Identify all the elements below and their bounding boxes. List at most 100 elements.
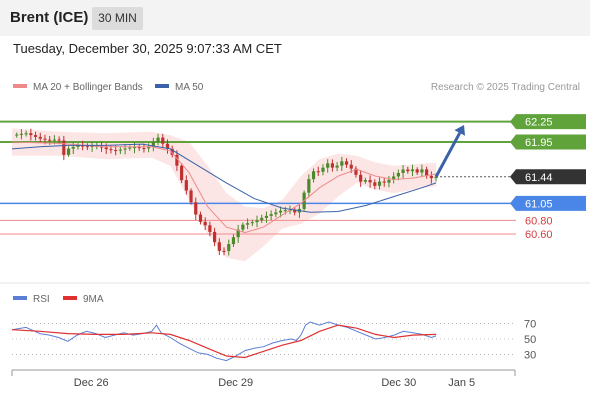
candle-body-75 <box>368 180 372 183</box>
candle-body-89 <box>434 176 438 179</box>
forecast-arrow-head <box>454 125 466 136</box>
rsi-ma-line <box>11 324 437 359</box>
candle-body-68 <box>335 165 339 168</box>
x-tick-label-dec-30: Dec 30 <box>381 377 416 389</box>
candle-body-16 <box>90 145 94 147</box>
candle-body-43 <box>217 242 221 251</box>
main-legend: MA 20 + Bollinger Bands MA 50 <box>13 82 204 93</box>
candle-body-2 <box>24 133 28 135</box>
x-tick-label-dec-29: Dec 29 <box>218 377 253 389</box>
candle-body-67 <box>330 163 335 168</box>
candle-body-22 <box>118 149 122 151</box>
candle-body-45 <box>227 244 231 251</box>
level-tag-62.25 <box>510 114 586 130</box>
rsi-legend-swatch-1 <box>63 296 77 300</box>
ma50-line <box>11 143 437 213</box>
rsi-legend-label-0: RSI <box>33 294 50 305</box>
candle-body-47 <box>236 229 240 238</box>
level-tag-61.95 <box>510 134 586 150</box>
rsi-legend-label-1: 9MA <box>83 294 104 305</box>
moving-averages <box>11 141 437 234</box>
candle-body-41 <box>208 225 212 232</box>
timeframe-badge[interactable]: 30 MIN <box>92 7 143 30</box>
instrument-title: Brent (ICE) <box>10 9 89 26</box>
candle-body-3 <box>29 133 33 136</box>
candle-body-11 <box>66 148 71 155</box>
candle-body-38 <box>194 202 198 215</box>
candle-body-1 <box>19 133 24 135</box>
candle-body-50 <box>250 222 254 224</box>
candle-body-49 <box>245 223 250 225</box>
level-label-61.05: 61.05 <box>525 198 553 210</box>
rsi-line <box>11 321 437 362</box>
candle-body-44 <box>222 250 226 252</box>
candle-body-15 <box>85 146 89 148</box>
candle-body-79 <box>387 179 391 183</box>
level-label-60.80: 60.80 <box>525 215 553 227</box>
candle-body-20 <box>109 149 113 151</box>
price-candles <box>15 128 438 256</box>
chart-credit: Research © 2025 Trading Central <box>431 82 580 93</box>
candle-body-34 <box>175 154 179 166</box>
candle-body-77 <box>377 181 382 186</box>
candle-body-69 <box>340 161 344 166</box>
candle-body-85 <box>415 169 419 173</box>
candle-body-0 <box>15 134 19 136</box>
legend-swatch-1 <box>155 84 169 88</box>
level-label-61.44: 61.44 <box>525 172 553 184</box>
candle-body-10 <box>62 140 66 155</box>
candle-body-88 <box>429 175 433 179</box>
candle-body-21 <box>114 150 118 152</box>
candle-body-33 <box>170 148 174 155</box>
candle-body-6 <box>43 138 47 140</box>
candle-body-66 <box>326 163 330 168</box>
level-labels: 62.25 61.95 61.44 61.05 60.80 60.60 <box>510 114 586 241</box>
candle-body-37 <box>189 190 193 203</box>
candle-body-78 <box>382 181 386 183</box>
rsi-tick-70: 70 <box>524 319 536 331</box>
candle-body-26 <box>137 147 141 149</box>
rsi-panel: 70 50 30 <box>11 319 536 362</box>
candle-body-46 <box>231 237 236 245</box>
candle-body-86 <box>420 169 424 173</box>
candle-body-57 <box>283 210 287 212</box>
candle-body-12 <box>71 146 75 149</box>
candle-body-31 <box>161 137 165 144</box>
candle-body-14 <box>81 145 85 147</box>
candle-body-84 <box>410 169 415 172</box>
candle-body-54 <box>269 214 273 216</box>
rsi-legend: RSI 9MA <box>13 294 104 305</box>
candle-body-80 <box>392 176 396 180</box>
level-tag-61.44 <box>510 169 586 185</box>
candle-body-55 <box>274 212 278 215</box>
bollinger-layer <box>12 128 437 262</box>
candle-body-71 <box>349 164 353 169</box>
candle-body-42 <box>213 231 217 243</box>
forecast-arrow-shaft <box>434 132 462 178</box>
candle-body-13 <box>76 145 80 147</box>
candle-body-8 <box>52 139 57 141</box>
candle-body-70 <box>344 161 349 165</box>
candle-body-36 <box>184 180 188 191</box>
rsi-legend-swatch-0 <box>13 296 27 300</box>
rsi-tick-50: 50 <box>524 334 536 346</box>
candle-body-19 <box>104 147 108 150</box>
time-axis: Dec 26 Dec 29 Dec 30 Jan 5 <box>11 369 516 389</box>
candle-body-35 <box>180 165 184 181</box>
candle-body-27 <box>142 148 146 150</box>
forecast-arrow <box>434 125 466 178</box>
candle-body-28 <box>147 146 151 149</box>
legend-label-1: MA 50 <box>175 82 204 93</box>
candle-body-65 <box>321 167 325 172</box>
candle-body-63 <box>311 171 316 180</box>
candle-body-48 <box>241 224 245 230</box>
legend-label-0: MA 20 + Bollinger Bands <box>33 82 143 93</box>
candle-body-39 <box>198 214 203 222</box>
candle-body-30 <box>156 137 160 143</box>
bollinger-band-fill <box>12 128 437 262</box>
candle-body-72 <box>354 168 358 175</box>
x-tick-label-jan-5: Jan 5 <box>448 377 475 389</box>
candle-body-83 <box>406 169 410 172</box>
x-tick-label-dec-26: Dec 26 <box>74 377 109 389</box>
